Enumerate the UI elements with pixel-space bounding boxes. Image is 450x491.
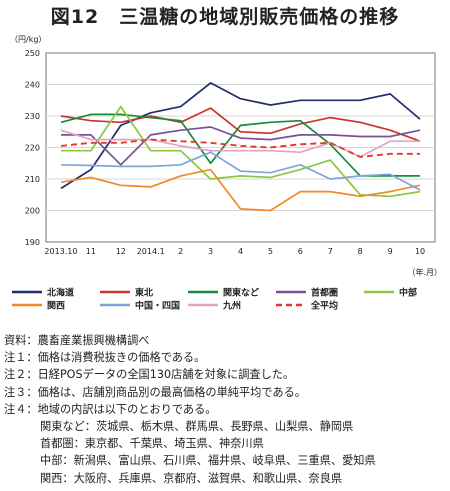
y-tick-label: 220	[25, 144, 40, 153]
y-tick-label: 230	[25, 112, 40, 121]
note-line: 関東など：茨城県、栃木県、群馬県、長野県、山梨県、静岡県	[40, 420, 354, 434]
series-line-6	[60, 151, 421, 191]
x-tick-label: 11	[86, 247, 96, 256]
y-tick-label: 210	[25, 175, 40, 184]
y-tick-label: 200	[25, 207, 40, 216]
series-line-3	[61, 126, 421, 166]
series-line-5	[60, 168, 421, 212]
x-tick-label: 8	[358, 247, 363, 256]
series-line-8	[60, 138, 420, 158]
legend-label-4: 中部	[399, 287, 417, 299]
x-tick-label: 2	[178, 247, 183, 256]
x-tick-label: 9	[388, 247, 393, 256]
x-axis-unit: （年.月）	[407, 267, 442, 277]
series-line-1	[60, 107, 421, 142]
series-layer	[60, 82, 421, 212]
legend-label-2: 関東など	[223, 287, 259, 299]
note-line: 資料：農畜産業振興機構調べ	[4, 334, 150, 347]
legend-label-7: 九州	[222, 300, 241, 312]
axis-layer: 190 200 210 220 230 240 250 2013.10 11 12 2014.1 2 3…	[10, 35, 442, 277]
note-line: 首都圏：東京都、千葉県、埼玉県、神奈川県	[40, 437, 264, 451]
note-line: 中部：新潟県、富山県、石川県、福井県、岐阜県、三重県、愛知県	[40, 454, 376, 468]
x-tick-label: 12	[116, 247, 126, 256]
legend-label-1: 東北	[135, 287, 153, 299]
x-tick-label: 5	[268, 247, 273, 256]
x-tick-label: 3	[208, 247, 213, 256]
legend-label-5: 関西	[47, 301, 65, 312]
y-tick-label: 190	[25, 238, 40, 247]
series-line-4	[61, 105, 421, 198]
x-tick-label: 7	[328, 247, 333, 256]
note-line: 注３：価格は、店舗別商品別の最高価格の単純平均である。	[4, 385, 306, 399]
note-line: 関西：大阪府、兵庫県、京都府、滋賀県、和歌山県、奈良県	[40, 471, 343, 485]
note-line: 注２：日経POSデータの全国130店舗を対象に調査した。	[4, 368, 295, 382]
legend-label-3: 首都圏	[311, 287, 338, 299]
line-chart: 190 200 210 220 230 240 250 2013.10 11 12 2014.1 2 3…	[10, 35, 442, 312]
notes-section: 資料：農畜産業振興機構調べ注１：価格は消費税抜きの価格である。注２：日経POSデ…	[4, 332, 448, 487]
legend-label-6: 中国・四国	[135, 300, 180, 312]
x-tick-label: 2013.10	[44, 247, 77, 256]
x-tick-label: 10	[415, 247, 425, 256]
x-tick-label: 4	[238, 247, 243, 256]
legend-label-8: 全平均	[310, 300, 338, 312]
note-line: 注４：地域の内訳は以下のとおりである。	[4, 402, 217, 416]
chart-title: 図12 三温糖の地域別販売価格の推移	[50, 6, 400, 28]
x-tick-label: 2014.1	[137, 247, 165, 256]
series-line-0	[60, 82, 421, 190]
note-line: 注１：価格は消費税抜きの価格である。	[4, 351, 206, 365]
legend-label-0: 北海道	[47, 287, 74, 299]
y-axis-unit: （円/kg）	[10, 35, 46, 44]
x-tick-label: 6	[298, 247, 303, 256]
grid-layer	[45, 52, 436, 243]
y-tick-label: 250	[25, 49, 40, 58]
y-tick-label: 240	[25, 81, 40, 90]
